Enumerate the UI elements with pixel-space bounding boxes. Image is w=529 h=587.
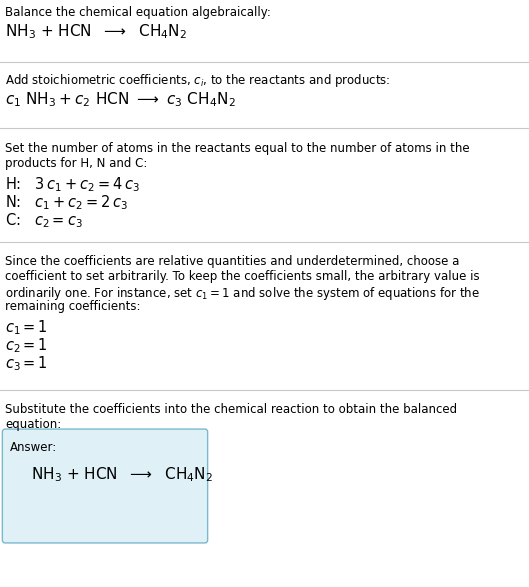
Text: $c_3 = 1$: $c_3 = 1$ [5,354,48,373]
Text: equation:: equation: [5,418,61,431]
Text: coefficient to set arbitrarily. To keep the coefficients small, the arbitrary va: coefficient to set arbitrarily. To keep … [5,270,480,283]
Text: $\mathrm{NH_3}$ + HCN  $\longrightarrow$  $\mathrm{CH_4N_2}$: $\mathrm{NH_3}$ + HCN $\longrightarrow$ … [5,22,187,41]
Text: $\mathrm{NH_3}$ + HCN  $\longrightarrow$  $\mathrm{CH_4N_2}$: $\mathrm{NH_3}$ + HCN $\longrightarrow$ … [31,465,214,484]
Text: H:   $3\,c_1 + c_2 = 4\,c_3$: H: $3\,c_1 + c_2 = 4\,c_3$ [5,175,140,194]
Text: $c_1 = 1$: $c_1 = 1$ [5,318,48,337]
Text: $c_2 = 1$: $c_2 = 1$ [5,336,48,355]
Text: Answer:: Answer: [10,441,58,454]
Text: Since the coefficients are relative quantities and underdetermined, choose a: Since the coefficients are relative quan… [5,255,459,268]
Text: Substitute the coefficients into the chemical reaction to obtain the balanced: Substitute the coefficients into the che… [5,403,457,416]
Text: Balance the chemical equation algebraically:: Balance the chemical equation algebraica… [5,6,271,19]
Text: remaining coefficients:: remaining coefficients: [5,300,141,313]
Text: Set the number of atoms in the reactants equal to the number of atoms in the: Set the number of atoms in the reactants… [5,142,470,155]
Text: $c_1\ \mathrm{NH_3} + c_2\ \mathrm{HCN}\ \longrightarrow\ c_3\ \mathrm{CH_4N_2}$: $c_1\ \mathrm{NH_3} + c_2\ \mathrm{HCN}\… [5,90,236,109]
Text: Add stoichiometric coefficients, $c_i$, to the reactants and products:: Add stoichiometric coefficients, $c_i$, … [5,72,390,89]
Text: products for H, N and C:: products for H, N and C: [5,157,148,170]
Text: C:   $c_2 = c_3$: C: $c_2 = c_3$ [5,211,83,230]
FancyBboxPatch shape [2,429,208,543]
Text: N:   $c_1 + c_2 = 2\,c_3$: N: $c_1 + c_2 = 2\,c_3$ [5,193,128,212]
Text: ordinarily one. For instance, set $c_1 = 1$ and solve the system of equations fo: ordinarily one. For instance, set $c_1 =… [5,285,480,302]
